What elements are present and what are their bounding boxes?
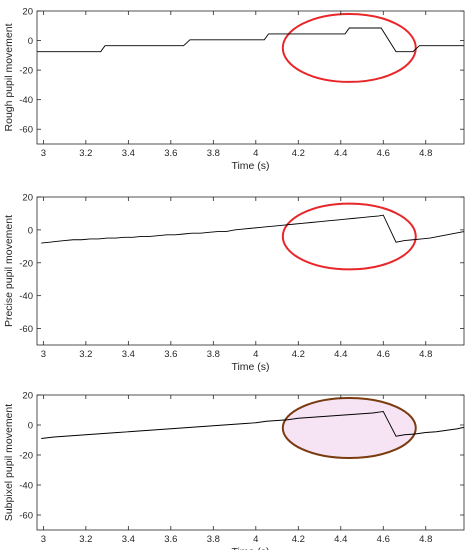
x-tick-label: 3.8 [207,534,220,545]
y-tick-label: 0 [28,421,33,432]
x-tick-label: 3.2 [79,349,92,360]
x-tick-label: 3.6 [164,534,177,545]
x-tick-label: 3.4 [122,349,135,360]
x-tick-label: 4.2 [292,534,305,545]
highlight-ellipse [281,12,417,83]
y-tick-label: -20 [19,258,33,269]
x-tick-label: 4.2 [292,148,305,159]
axes-box [36,196,465,346]
x-tick-label: 3.6 [164,349,177,360]
y-tick-label: 0 [28,36,33,47]
panel-subpixel: 3 3.2 3.4 3.6 3.8 4 4.2 4.4 4.6 4.8 20 0 -20 -40 -60 Ti… [3,391,465,550]
panel-precise: 3 3.2 3.4 3.6 3.8 4 4.2 4.4 4.6 4.8 20 0 -20 -40 -60 Ti… [3,193,465,373]
x-tick-label: 3.8 [207,349,220,360]
y-axis-title: Precise pupil movement [3,215,15,327]
x-tick-label: 3 [41,148,46,159]
y-tick-label: -40 [19,481,33,492]
y-tick-label: 20 [22,7,33,18]
x-axis-title: Time (s) [231,160,269,172]
y-tick-label: 20 [22,193,33,204]
y-tick-label: 0 [28,225,33,236]
x-tick-label: 3 [41,349,46,360]
x-tick-label: 4.4 [334,534,347,545]
x-tick-label: 4 [253,349,258,360]
y-tick-label: -60 [19,125,33,136]
axes-box [36,10,465,145]
x-tick-label: 4.2 [292,349,305,360]
x-tick-label: 3.6 [164,148,177,159]
x-tick-label: 4.4 [334,148,347,159]
x-tick-label: 4.8 [419,148,432,159]
x-axis-title: Time (s) [231,361,269,373]
series-line-0 [41,411,465,439]
x-tick-label: 4.6 [377,148,390,159]
y-tick-label: -20 [19,451,33,462]
x-tick-label: 3.4 [122,148,135,159]
x-tick-label: 4.8 [419,534,432,545]
y-tick-label: -60 [19,511,33,522]
series-line-0 [41,214,465,244]
x-tick-label: 4 [253,534,258,545]
x-tick-label: 3.4 [122,534,135,545]
y-axis-title: Rough pupil movement [3,23,15,131]
y-tick-label: 20 [22,391,33,402]
highlight-ellipse [281,397,417,459]
y-axis-title: Subpixel pupil movement [3,404,15,521]
y-tick-label: -60 [19,324,33,335]
x-tick-label: 4.8 [419,349,432,360]
x-tick-label: 4.6 [377,349,390,360]
y-tick-label: -20 [19,66,33,77]
axes-box [36,394,465,531]
series-line-0 [37,27,464,53]
x-axis-title: Time (s) [231,546,269,550]
highlight-ellipse [281,202,417,271]
x-tick-label: 3.2 [79,534,92,545]
x-tick-label: 3.2 [79,148,92,159]
panel-rough: 3 3.2 3.4 3.6 3.8 4 4.2 4.4 4.6 4.8 20 0 -20 -40 -60 Ti… [3,7,465,172]
x-tick-label: 3.8 [207,148,220,159]
x-tick-label: 4.4 [334,349,347,360]
x-tick-label: 3 [41,534,46,545]
y-tick-label: -40 [19,95,33,106]
x-tick-label: 4 [253,148,258,159]
y-tick-label: -40 [19,291,33,302]
x-tick-label: 4.6 [377,534,390,545]
